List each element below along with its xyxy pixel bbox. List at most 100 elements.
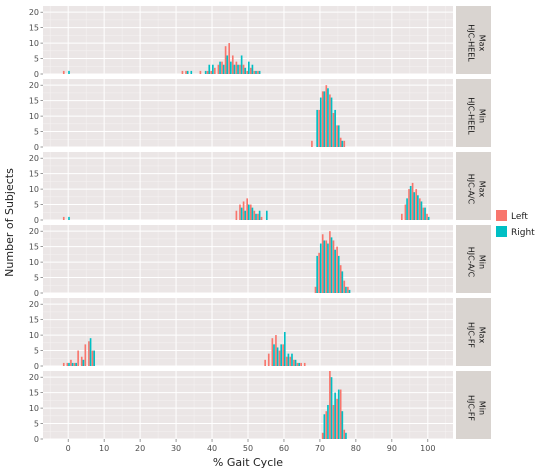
bar-left (321, 234, 324, 293)
bar-left (329, 231, 331, 293)
facet-strip-label: HJC-HEEL (467, 97, 476, 135)
x-tick-label: 30 (171, 444, 181, 453)
bar-right (330, 377, 333, 439)
bar-left (321, 91, 324, 147)
bar-left (62, 216, 65, 220)
y-tick-label: 15 (29, 316, 39, 325)
facet-panel-2: 0 5 10 15 20 HJC-HEEL Min (29, 79, 491, 152)
x-tick-label: 80 (351, 444, 361, 453)
bar-left (206, 70, 209, 74)
bar-left (235, 210, 238, 220)
bar-left (246, 70, 248, 74)
bar-right (68, 216, 70, 220)
facet-panel-5: 0 5 10 15 20 HJC-FF Max (29, 298, 491, 371)
bar-right (406, 198, 408, 220)
bar-left (329, 371, 331, 439)
y-tick-label: 10 (29, 112, 39, 121)
facet-strip (456, 298, 491, 366)
x-tick-label: 10 (99, 444, 109, 453)
bar-right (341, 140, 344, 147)
bar-left (303, 362, 306, 366)
bar-left (181, 70, 184, 74)
bar-left (314, 286, 317, 293)
bar-right (323, 240, 326, 293)
bar-left (311, 140, 313, 147)
bar-left (282, 344, 284, 366)
bar-left (321, 432, 324, 439)
bar-right (334, 249, 336, 293)
bar-right (327, 243, 329, 293)
bar-left (246, 198, 248, 220)
bar-left (332, 240, 335, 293)
bar-left (318, 109, 320, 147)
bar-right (240, 55, 243, 74)
bar-right (348, 289, 351, 293)
y-tick-label: 20 (29, 227, 39, 236)
legend-label-left: Left (511, 212, 528, 222)
facet-strip-sublabel: Min (478, 401, 487, 415)
bar-right (283, 332, 286, 366)
y-axis-title: Number of Subjects (3, 168, 16, 277)
bar-right (248, 61, 250, 74)
bar-right (337, 125, 340, 147)
bar-right (337, 389, 340, 439)
bar-right (330, 237, 333, 293)
bar-right (330, 97, 333, 147)
y-tick-label: 5 (34, 420, 39, 429)
bar-left (339, 137, 342, 147)
bar-right (251, 207, 254, 220)
facet-strip-label: HJC-HEEL (467, 24, 476, 62)
bar-right (208, 64, 211, 74)
x-tick-label: 70 (315, 444, 325, 453)
bar-right (327, 405, 329, 439)
bar-left (300, 362, 302, 366)
bar-right (427, 216, 430, 220)
bar-left (84, 344, 87, 366)
bar-left (253, 70, 256, 74)
bar-left (80, 356, 83, 366)
bar-left (77, 350, 79, 366)
bar-right (233, 64, 236, 74)
bar-left (213, 67, 216, 74)
y-tick-label: 20 (29, 373, 39, 382)
facet-strip-sublabel: Min (478, 109, 487, 123)
bar-left (332, 113, 335, 147)
bar-left (271, 338, 274, 366)
bar-left (296, 362, 299, 366)
bar-right (298, 362, 301, 366)
bar-left (88, 341, 90, 366)
y-tick-label: 0 (34, 362, 39, 371)
bar-right (291, 353, 293, 366)
bar-right (258, 210, 261, 220)
y-tick-label: 10 (29, 258, 39, 267)
bar-left (221, 61, 223, 74)
bar-right (276, 347, 279, 366)
y-tick-label: 0 (34, 435, 39, 444)
y-tick-label: 15 (29, 243, 39, 252)
bar-left (235, 61, 238, 74)
bar-right (319, 97, 322, 147)
bar-right (240, 207, 243, 220)
bar-right (244, 210, 247, 220)
bar-left (426, 213, 428, 220)
x-tick-label: 90 (387, 444, 397, 453)
y-tick-label: 10 (29, 331, 39, 340)
y-tick-label: 20 (29, 8, 39, 17)
y-tick-label: 15 (29, 97, 39, 106)
bar-left (336, 398, 338, 439)
y-tick-label: 15 (29, 170, 39, 179)
bar-right (294, 359, 297, 366)
x-tick-label: 20 (135, 444, 145, 453)
y-tick-label: 10 (29, 185, 39, 194)
bar-right (244, 67, 247, 74)
y-tick-label: 5 (34, 347, 39, 356)
y-tick-label: 0 (34, 216, 39, 225)
bar-right (68, 362, 70, 366)
bar-left (249, 67, 252, 74)
bar-right (341, 271, 344, 293)
legend: Left Right (496, 210, 535, 238)
bar-right (323, 414, 326, 439)
bar-right (248, 204, 250, 220)
bar-right (337, 255, 340, 293)
